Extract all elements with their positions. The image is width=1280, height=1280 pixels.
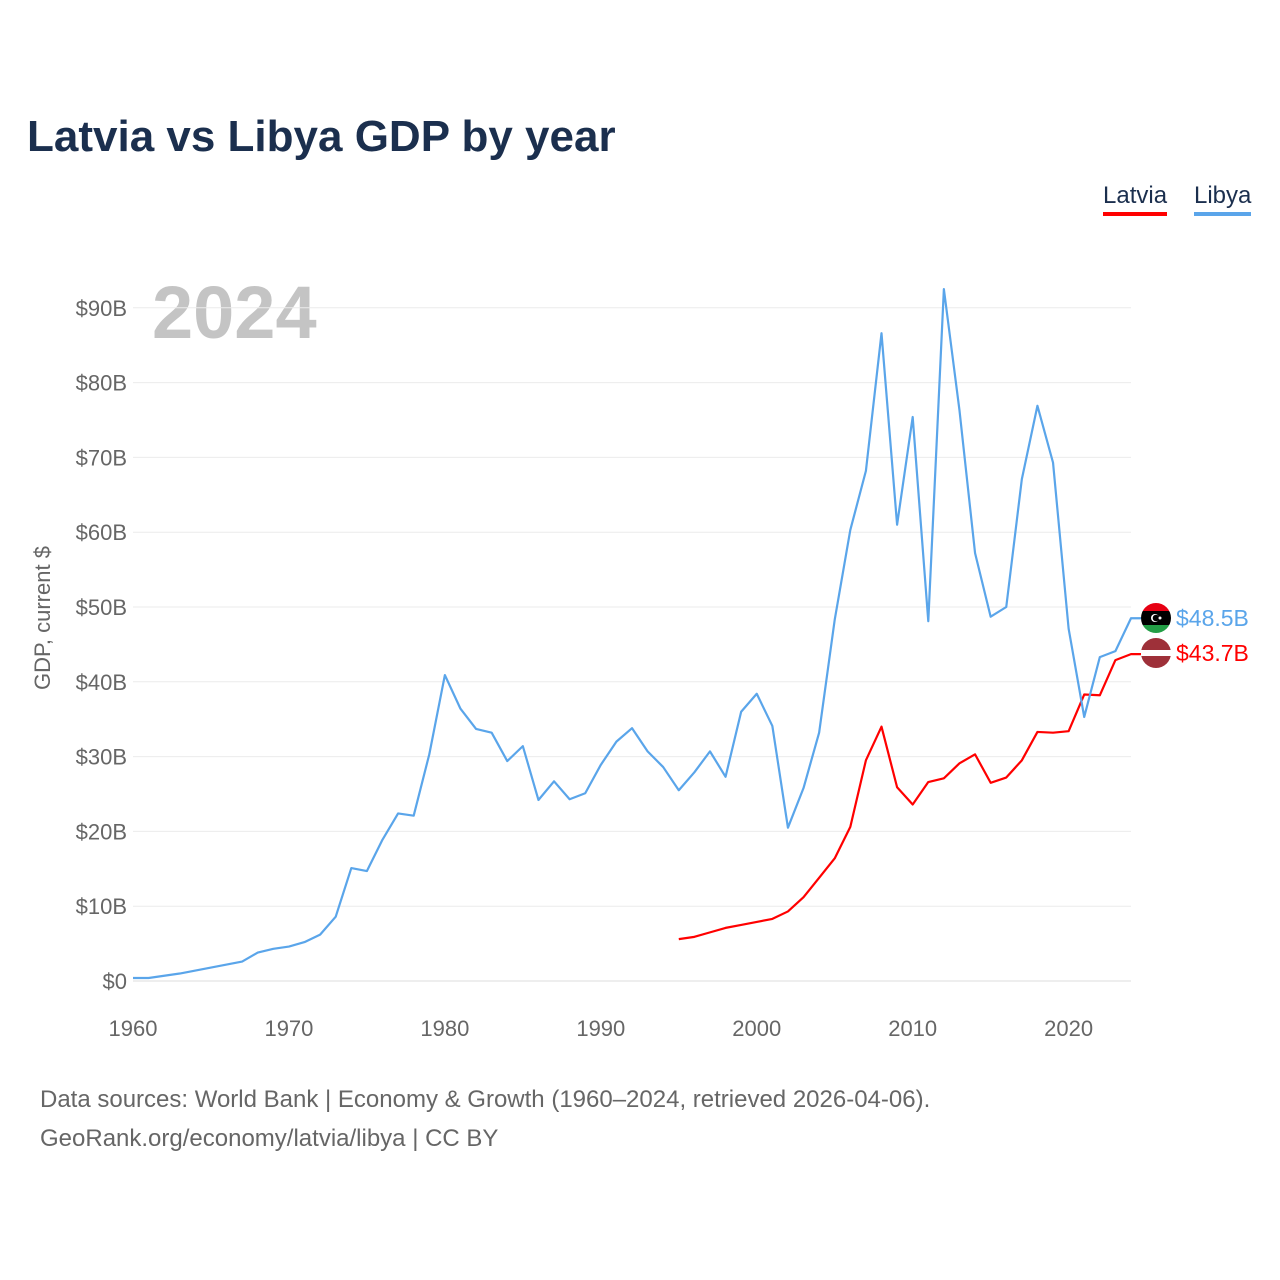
source-url: GeoRank.org/economy/latvia/libya | CC BY [40, 1125, 499, 1152]
y-tick-label: $40B [76, 670, 127, 695]
legend-latvia[interactable]: Latvia [1103, 182, 1168, 216]
chart-title: Latvia vs Libya GDP by year [27, 112, 616, 161]
x-tick-label: 1970 [264, 1016, 313, 1041]
y-tick-label: $80B [76, 371, 127, 396]
y-tick-label: $30B [76, 745, 127, 770]
x-tick-label: 2000 [732, 1016, 781, 1041]
x-tick-label: 2020 [1044, 1016, 1093, 1041]
x-tick-label: 2010 [888, 1016, 937, 1041]
end-value-label-libya: $48.5B [1176, 605, 1249, 631]
y-tick-label: $90B [76, 296, 127, 321]
x-tick-label: 1990 [576, 1016, 625, 1041]
end-value-label-latvia: $43.7B [1176, 640, 1249, 666]
y-axis-label: GDP, current $ [30, 546, 55, 690]
series-line-libya [133, 288, 1141, 980]
year-watermark: 2024 [152, 271, 317, 354]
y-tick-label: $70B [76, 445, 127, 470]
legend-libya[interactable]: Libya [1194, 182, 1252, 216]
x-tick-label: 1960 [109, 1016, 158, 1041]
y-tick-label: $10B [76, 894, 127, 919]
data-source: Data sources: World Bank | Economy & Gro… [40, 1086, 931, 1113]
y-tick-label: $60B [76, 520, 127, 545]
y-tick-label: $20B [76, 819, 127, 844]
flag-libya-icon [1141, 603, 1171, 633]
flag-latvia-icon [1141, 638, 1171, 668]
y-tick-label: $0 [103, 969, 127, 994]
series-line-latvia [678, 653, 1141, 941]
x-tick-label: 1980 [420, 1016, 469, 1041]
y-tick-label: $50B [76, 595, 127, 620]
